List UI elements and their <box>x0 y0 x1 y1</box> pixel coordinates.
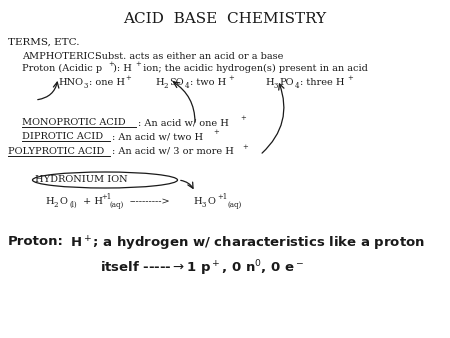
Text: +: + <box>347 74 353 82</box>
Text: O: O <box>207 197 215 206</box>
Text: H: H <box>45 197 54 206</box>
Text: ion; the acidic hydrogen(s) present in an acid: ion; the acidic hydrogen(s) present in a… <box>140 64 368 73</box>
Text: (l): (l) <box>69 201 76 209</box>
Text: : An acid w/ one H: : An acid w/ one H <box>138 118 229 127</box>
Text: (aq): (aq) <box>110 201 124 209</box>
Text: 3: 3 <box>83 82 87 90</box>
Text: PO: PO <box>279 78 293 87</box>
Text: +: + <box>228 74 234 82</box>
Text: +1: +1 <box>101 193 111 201</box>
Text: +: + <box>108 60 114 68</box>
Text: ): H: ): H <box>113 64 132 73</box>
Text: itself -----$\rightarrow$1 p$^+$, 0 n$^0$, 0 e$^-$: itself -----$\rightarrow$1 p$^+$, 0 n$^0… <box>100 258 304 277</box>
Text: Proton:: Proton: <box>8 235 64 248</box>
Text: +: + <box>242 143 248 151</box>
Text: H$^+$; a hydrogen w/ characteristics like a proton: H$^+$; a hydrogen w/ characteristics lik… <box>70 235 425 253</box>
Text: : three H: : three H <box>300 78 345 87</box>
Text: H: H <box>193 197 202 206</box>
Text: DIPROTIC ACID: DIPROTIC ACID <box>22 132 103 141</box>
Text: 2: 2 <box>164 82 168 90</box>
Text: H: H <box>265 78 274 87</box>
Text: : two H: : two H <box>190 78 226 87</box>
Text: SO: SO <box>169 78 184 87</box>
Text: ---------->: ----------> <box>130 197 171 206</box>
Text: (aq): (aq) <box>227 201 241 209</box>
Text: +1: +1 <box>217 193 227 201</box>
Text: +: + <box>213 128 219 136</box>
Text: 3: 3 <box>274 82 279 90</box>
Text: H: H <box>155 78 164 87</box>
Text: HNO: HNO <box>58 78 83 87</box>
Text: : An acid w/ two H: : An acid w/ two H <box>112 132 203 141</box>
Text: HYDRONIUM ION: HYDRONIUM ION <box>35 175 128 184</box>
Text: 3: 3 <box>202 201 207 209</box>
Text: MONOPROTIC ACID: MONOPROTIC ACID <box>22 118 126 127</box>
Text: +: + <box>240 114 246 122</box>
Text: Subst. acts as either an acid or a base: Subst. acts as either an acid or a base <box>95 52 284 61</box>
Text: O: O <box>59 197 67 206</box>
Text: 4: 4 <box>295 82 300 90</box>
Text: 2: 2 <box>54 201 58 209</box>
Text: : one H: : one H <box>89 78 125 87</box>
Text: 4: 4 <box>185 82 189 90</box>
Text: Proton (Acidic p: Proton (Acidic p <box>22 64 102 73</box>
Text: +: + <box>125 74 131 82</box>
Text: AMPHOTERIC:: AMPHOTERIC: <box>22 52 98 61</box>
Text: : An acid w/ 3 or more H: : An acid w/ 3 or more H <box>112 147 234 156</box>
Text: POLYPROTIC ACID: POLYPROTIC ACID <box>8 147 104 156</box>
Text: + H: + H <box>83 197 103 206</box>
Text: ACID  BASE  CHEMISTRY: ACID BASE CHEMISTRY <box>123 12 327 26</box>
Text: TERMS, ETC.: TERMS, ETC. <box>8 38 80 47</box>
Text: +: + <box>135 60 141 68</box>
